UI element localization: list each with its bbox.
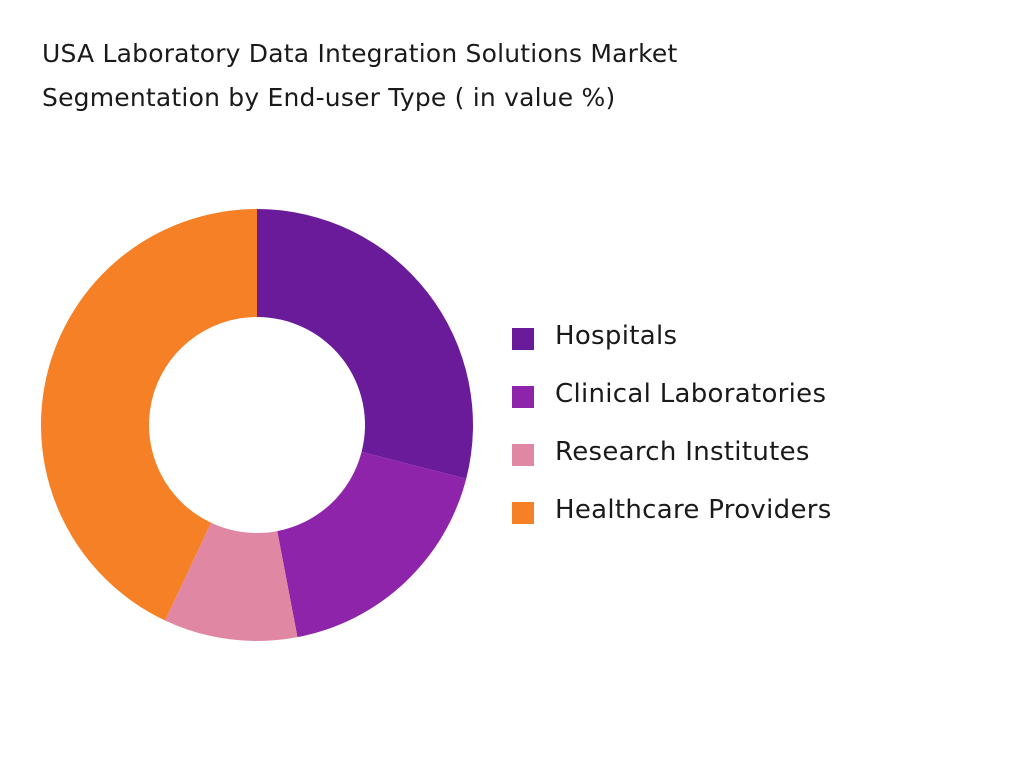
legend-label-clinical-laboratories: Clinical Laboratories — [555, 379, 827, 409]
legend-swatch-clinical-laboratories — [512, 386, 534, 408]
chart-title-line-2: Segmentation by End-user Type ( in value… — [42, 83, 616, 112]
donut-slice-research-institutes — [165, 522, 298, 641]
legend-label-healthcare-providers: Healthcare Providers — [555, 495, 832, 525]
legend-swatch-healthcare-providers — [512, 502, 534, 524]
legend-swatch-hospitals — [512, 328, 534, 350]
donut-chart — [40, 209, 473, 641]
donut-slice-healthcare-providers — [40, 209, 257, 621]
donut-slice-hospitals — [257, 209, 473, 479]
legend-label-hospitals: Hospitals — [555, 321, 678, 351]
legend-swatch-research-institutes — [512, 444, 534, 466]
chart-title: USA Laboratory Data Integration Solution… — [42, 32, 942, 120]
donut-slice-clinical-laboratories — [277, 451, 467, 638]
chart-title-line-1: USA Laboratory Data Integration Solution… — [42, 39, 678, 68]
legend-label-research-institutes: Research Institutes — [555, 437, 810, 467]
